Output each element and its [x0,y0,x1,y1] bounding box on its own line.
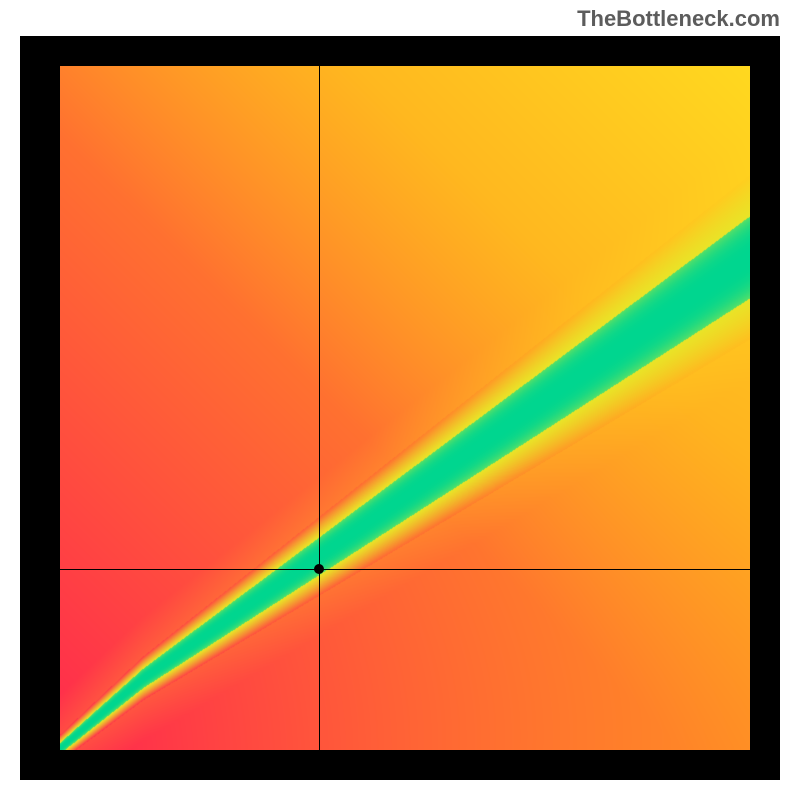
chart-container: TheBottleneck.com [0,0,800,800]
marker-point [314,564,324,574]
watermark-text: TheBottleneck.com [577,6,780,32]
heatmap-canvas [60,66,750,750]
plot-frame [20,36,780,780]
crosshair-vertical [319,66,320,750]
crosshair-horizontal [60,569,750,570]
plot-area [60,66,750,750]
